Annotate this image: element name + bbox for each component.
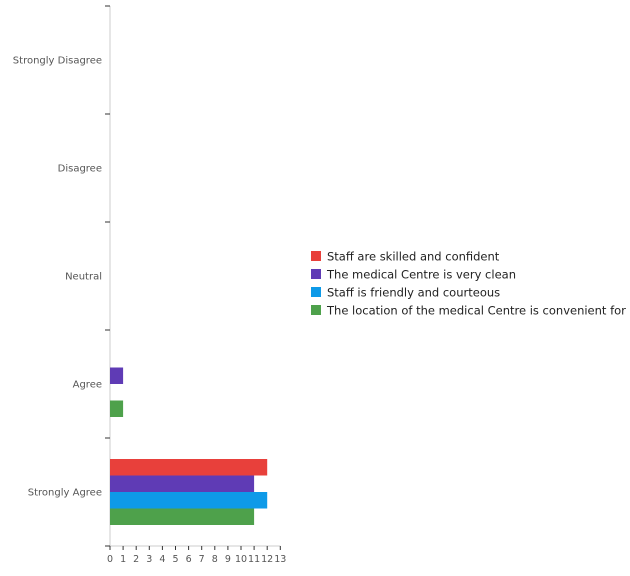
x-tick-label: 5 bbox=[172, 554, 178, 565]
y-tick-label: Strongly Disagree bbox=[13, 56, 102, 67]
x-tick-label: 7 bbox=[199, 554, 205, 565]
x-tick-label: 0 bbox=[107, 554, 113, 565]
x-tick-label: 8 bbox=[212, 554, 218, 565]
legend-swatch bbox=[311, 251, 321, 261]
x-tick-label: 3 bbox=[146, 554, 152, 565]
legend-swatch bbox=[311, 305, 321, 315]
chart-legend: Staff are skilled and confident The medic… bbox=[311, 250, 630, 318]
legend-swatch bbox=[311, 269, 321, 279]
y-tick-label: Strongly Agree bbox=[28, 488, 102, 499]
x-tick-label: 9 bbox=[225, 554, 231, 565]
bar bbox=[110, 475, 255, 492]
x-tick-label: 1 bbox=[120, 554, 126, 565]
bar bbox=[110, 459, 268, 476]
y-tick-label: Disagree bbox=[58, 164, 102, 175]
y-tick-label: Agree bbox=[73, 380, 102, 391]
legend-label: Staff are skilled and confident bbox=[327, 250, 500, 264]
bar bbox=[110, 400, 124, 417]
legend-label: Staff is friendly and courteous bbox=[327, 286, 500, 300]
chart-bars bbox=[110, 367, 268, 525]
x-tick-label: 4 bbox=[159, 554, 165, 565]
x-tick-label: 13 bbox=[274, 554, 286, 565]
x-tick-label: 6 bbox=[186, 554, 192, 565]
bar bbox=[110, 508, 255, 525]
x-tick-label: 12 bbox=[261, 554, 273, 565]
bar bbox=[110, 492, 268, 509]
legend-swatch bbox=[311, 287, 321, 297]
y-tick-label: Neutral bbox=[65, 272, 102, 283]
bar bbox=[110, 367, 124, 384]
x-tick-label: 2 bbox=[133, 554, 139, 565]
legend-label: The medical Centre is very clean bbox=[326, 268, 516, 282]
chart-axes: Strongly Disagree Disagree Neutral Agree Str… bbox=[13, 5, 286, 565]
x-tick-label: 10 bbox=[235, 554, 247, 565]
x-tick-label: 11 bbox=[248, 554, 260, 565]
legend-label: The location of the medical Centre is co… bbox=[326, 304, 630, 318]
